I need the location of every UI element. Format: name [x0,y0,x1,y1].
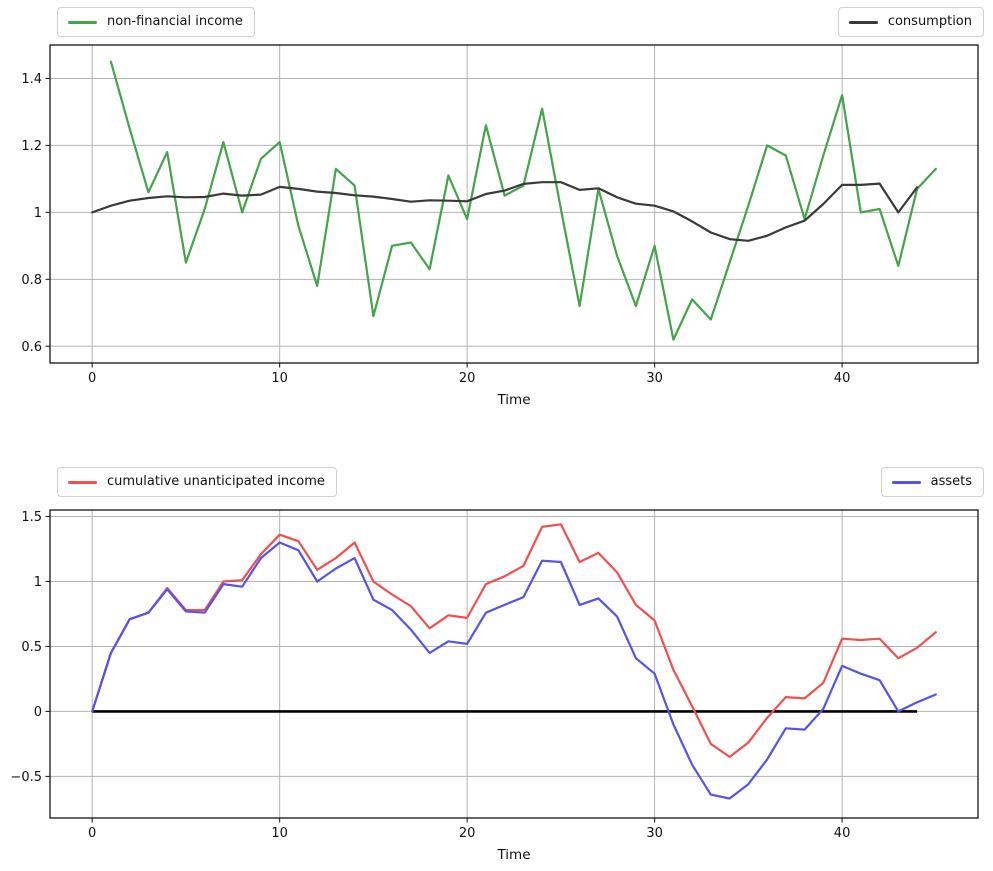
x-tick-label: 20 [459,826,476,841]
x-tick-label: 30 [646,826,663,841]
legend-bottom-left: cumulative unanticipated income [57,467,337,497]
y-tick-label: 1.5 [21,510,42,525]
y-tick-label: 0.5 [21,640,42,655]
x-tick-label: 0 [88,826,96,841]
series-line-cumulative-unanticipated-income [91,523,937,759]
y-tick-label: 1 [34,575,42,590]
series-line-non-financial-income [109,60,937,341]
series-line-consumption [91,181,919,242]
legend-bottom-right: assets [880,467,984,497]
x-tick-label: 30 [646,371,663,386]
top-chart: 0 10 20 30 40 0.6 0.8 1 1.2 1.4 Time [21,44,979,408]
legend-label: assets [930,474,972,489]
x-tick-label: 40 [834,826,851,841]
y-tick-label: 0.8 [21,273,42,288]
x-tick-label: 10 [271,371,288,386]
x-tick-label: 0 [88,371,96,386]
axes-frame [49,509,979,819]
legend-line-consumption [848,20,878,24]
series-line-assets [91,541,937,800]
y-tick-label: 1.4 [21,72,42,87]
bottom-chart: 0 10 20 30 40 −0.5 0 0.5 1 1.5 Time [10,509,979,863]
x-axis-label: Time [496,847,530,863]
axes-frame [49,44,979,364]
y-tick-label: 0 [34,705,42,720]
y-tick-label: 1 [34,206,42,221]
legend-line-cumulative-unanticipated-income [68,480,97,484]
y-tick-label: 0.6 [21,340,42,355]
x-tick-label: 40 [834,371,851,386]
x-tick-label: 10 [271,826,288,841]
legend-top-left: non-financial income [57,7,255,37]
y-tick-label: 1.2 [21,139,42,154]
legend-label: non-financial income [107,14,243,29]
legend-line-assets [891,480,921,484]
legend-line-non-financial-income [68,20,97,24]
legend-label: cumulative unanticipated income [107,474,325,489]
legend-top-right: consumption [837,7,984,37]
x-tick-label: 20 [459,371,476,386]
x-axis-label: Time [496,392,530,408]
y-tick-label: −0.5 [10,770,42,785]
legend-label: consumption [887,14,972,29]
